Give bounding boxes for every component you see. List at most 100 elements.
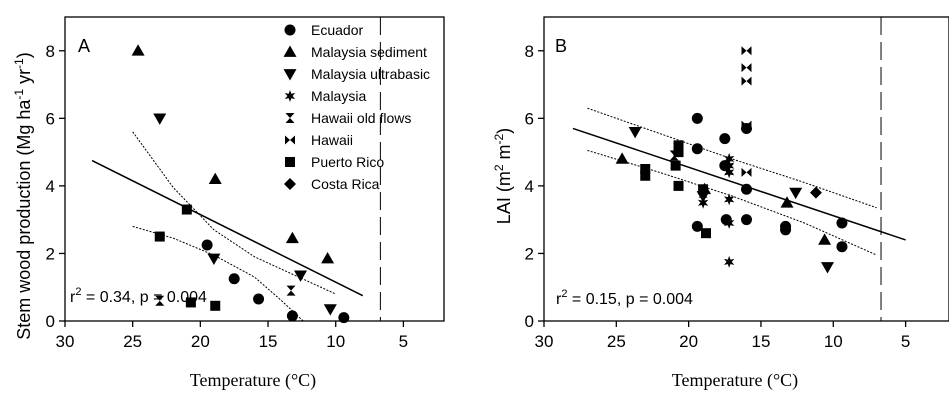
panel-b-point-puerto-rico <box>698 184 709 195</box>
panel-b-point-malaysia-sediment <box>818 233 832 245</box>
panel-a-ylabel-sup2: -1 <box>12 58 26 69</box>
panel-a-y-axis-title: Stem wood production (Mg ha-1 yr-1) <box>12 52 34 339</box>
panel-a-x-tick-label: 30 <box>56 332 75 351</box>
panel-a-stat-r: r <box>70 289 76 306</box>
legend-label: Malaysia sediment <box>311 44 427 60</box>
panel-a-ci-upper-curve <box>132 131 336 295</box>
panel-b-point-puerto-rico <box>673 147 684 158</box>
panel-a-point-malaysia-sediment <box>131 44 145 56</box>
legend-label: Ecuador <box>311 22 363 38</box>
panel-b-point-ecuador <box>741 214 752 226</box>
legend-label: Puerto Rico <box>311 154 384 170</box>
panel-b-point-hawaii <box>741 46 752 56</box>
panel-b-stat-r: r <box>556 291 562 308</box>
panel-a-plot: 30 25 20 15 10 5 0 2 4 6 8 <box>46 16 445 351</box>
panel-a-point-hawaii-old-flows <box>155 295 165 306</box>
panel-b-y-tick-label: 8 <box>525 42 534 61</box>
panel-a-point-puerto-rico <box>181 204 192 215</box>
panel-a-x-tick-label: 20 <box>191 332 210 351</box>
panel-b-point-puerto-rico <box>673 140 684 151</box>
panel-b-y-tick-label: 0 <box>525 312 534 331</box>
panel-a-y-tick-label: 6 <box>46 109 55 128</box>
legend-marker-puerto-rico <box>285 157 295 167</box>
panel-b-point-malaysia <box>723 193 735 206</box>
panel-b-ci-lower-curve <box>587 149 877 256</box>
legend-marker-malaysia-sediment <box>283 45 297 57</box>
panel-a-point-ecuador <box>201 239 213 251</box>
panel-a-point-malaysia-ultrabasic <box>153 113 167 125</box>
panel-a-x-axis-title: Temperature (°C) <box>190 370 316 391</box>
legend-marker-hawaii-old-flows <box>285 113 295 123</box>
panel-b-x-tick-label: 10 <box>824 332 843 351</box>
panel-b-point-ecuador <box>836 217 848 229</box>
panel-b-point-malaysia <box>723 217 735 230</box>
panel-a-y-tick-label: 4 <box>46 177 55 196</box>
panel-a-point-malaysia-sediment <box>285 231 299 244</box>
panel-a-x-tick-label: 10 <box>326 332 345 351</box>
panel-b-point-puerto-rico <box>640 164 651 174</box>
panel-b-point-hawaii <box>741 63 752 73</box>
panel-b-point-ecuador <box>691 143 703 155</box>
panel-b-plot-frame <box>543 16 949 322</box>
panel-a-x-tick-label: 25 <box>123 332 142 351</box>
panel-b-point-hawaii <box>741 120 752 130</box>
panel-b-point-ecuador <box>741 183 752 195</box>
panel-a-point-malaysia-ultrabasic <box>323 304 337 316</box>
panel-a-letter: A <box>78 36 90 56</box>
legend-marker-malaysia-ultrabasic <box>283 69 297 81</box>
panel-b-point-puerto-rico <box>701 228 711 239</box>
panel-b-point-malaysia <box>723 255 735 268</box>
legend-label: Hawaii <box>311 132 353 148</box>
panel-a-point-malaysia-ultrabasic <box>207 253 221 266</box>
legend-marker-costa-rica <box>284 178 296 190</box>
panel-b-stat-rest: = 0.15, p = 0.004 <box>567 291 693 308</box>
panel-b-point-costa-rica <box>809 186 822 199</box>
panel-b-point-ecuador <box>719 160 731 172</box>
panel-a-stat-sup: 2 <box>75 286 81 298</box>
panel-a-point-ecuador <box>253 293 265 305</box>
panel-b-point-hawaii <box>741 167 752 177</box>
panel-b-x-tick-label: 25 <box>607 332 626 351</box>
panel-b-point-puerto-rico <box>673 180 684 191</box>
panel-b-x-tick-label: 15 <box>752 332 771 351</box>
legend-marker-malaysia <box>284 90 296 102</box>
panel-b-stat-annotation: r2 = 0.15, p = 0.004 <box>556 288 693 308</box>
panel-a-ylabel-mid: yr <box>14 69 34 89</box>
panel-b-x-tick-label: 30 <box>535 332 554 351</box>
panel-a-x-tick-label: 5 <box>399 332 408 351</box>
panel-b-point-puerto-rico <box>670 160 681 171</box>
legend-label: Malaysia ultrabasic <box>311 66 430 82</box>
panel-b-point-malaysia-ultrabasic <box>821 262 834 274</box>
panel-b-point-ecuador <box>836 241 848 253</box>
panel-b-point-malaysia-sediment <box>615 152 629 164</box>
panel-a-point-puerto-rico <box>154 231 165 242</box>
panel-b-y-axis-title: LAI (m2 m-2) <box>492 128 514 224</box>
panel-b-ylabel-end: ) <box>494 128 514 134</box>
panel-a-x-tick-label: 15 <box>259 332 278 351</box>
panel-a-point-malaysia-sediment <box>321 252 335 264</box>
panel-a-stat-annotation: r2 = 0.34, p = 0.004 <box>70 286 207 306</box>
panel-b-x-axis-title: Temperature (°C) <box>672 370 798 391</box>
panel-b-point-hawaii <box>741 76 752 86</box>
panel-b-letter: B <box>555 36 567 56</box>
panel-b-y-tick-label: 4 <box>525 177 534 196</box>
panel-a-point-ecuador <box>286 310 298 322</box>
panel-a-point-malaysia-ultrabasic <box>294 270 308 282</box>
panel-b-x-tick-label: 20 <box>679 332 698 351</box>
panel-b-point-malaysia <box>723 152 735 165</box>
panel-b-ylabel-mid: m <box>494 144 514 164</box>
panel-a-ylabel-end: ) <box>14 52 34 58</box>
panel-a-ci-lower-curve <box>132 225 304 322</box>
panel-a-regression-line <box>91 159 364 297</box>
panel-b-ylabel-sup2: -2 <box>492 133 506 144</box>
panel-b-stat-sup: 2 <box>561 288 567 300</box>
legend-marker-ecuador <box>284 24 296 36</box>
panel-b-point-malaysia-ultrabasic <box>628 126 642 139</box>
panel-a-point-puerto-rico <box>210 300 221 311</box>
panel-a-ylabel-main: Stem wood production (Mg ha <box>14 99 34 340</box>
panel-a-point-puerto-rico <box>185 297 196 308</box>
panel-a-ylabel-sup1: -1 <box>12 89 26 100</box>
panel-a-y-tick-label: 0 <box>46 312 55 331</box>
